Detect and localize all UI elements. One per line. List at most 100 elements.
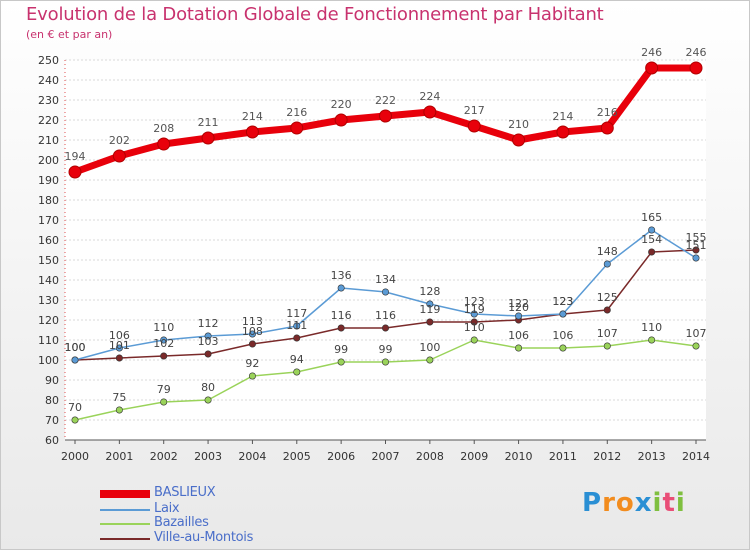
legend-swatch (100, 490, 150, 498)
x-tick-label: 2003 (194, 450, 222, 463)
data-label-ville-au-montois: 154 (641, 233, 662, 246)
data-label-baslieux: 211 (198, 116, 219, 129)
x-tick-label: 2002 (150, 450, 178, 463)
data-point-ville-au-montois (248, 340, 256, 348)
data-point-ville-au-montois (603, 306, 611, 314)
data-label-laix: 106 (109, 329, 130, 342)
data-point-bazailles (337, 358, 345, 366)
data-point-laix (293, 322, 301, 330)
data-label-baslieux: 194 (65, 150, 86, 163)
logo-letter: r (602, 488, 616, 518)
x-tick-label: 2014 (682, 450, 710, 463)
data-point-ville-au-montois (204, 350, 212, 358)
logo-letter: o (615, 488, 635, 518)
data-point-laix (381, 288, 389, 296)
data-point-baslieux (68, 165, 82, 179)
data-label-bazailles: 94 (290, 353, 304, 366)
data-point-bazailles (470, 336, 478, 344)
data-label-laix: 110 (153, 321, 174, 334)
data-label-baslieux: 216 (286, 106, 307, 119)
x-tick-label: 2007 (372, 450, 400, 463)
data-label-baslieux: 246 (641, 46, 662, 59)
data-label-ville-au-montois: 120 (508, 301, 529, 314)
x-tick-label: 2005 (283, 450, 311, 463)
y-tick-label: 240 (38, 74, 59, 87)
legend-label: Laix (154, 501, 180, 516)
logo-letter: i (652, 488, 663, 518)
data-point-ville-au-montois (381, 324, 389, 332)
chart-title: Evolution de la Dotation Globale de Fonc… (26, 4, 604, 25)
proxiti-logo: Proxiti (582, 488, 686, 518)
data-label-bazailles: 106 (552, 329, 573, 342)
data-label-bazailles: 75 (112, 391, 126, 404)
data-point-baslieux (245, 125, 259, 139)
data-point-baslieux (600, 121, 614, 135)
data-point-ville-au-montois (426, 318, 434, 326)
y-tick-label: 100 (38, 354, 59, 367)
data-point-baslieux (689, 61, 703, 75)
data-point-ville-au-montois (470, 318, 478, 326)
data-label-ville-au-montois: 102 (153, 337, 174, 350)
x-tick-label: 2012 (593, 450, 621, 463)
data-label-baslieux: 222 (375, 94, 396, 107)
data-label-laix: 123 (552, 295, 573, 308)
data-point-ville-au-montois (160, 352, 168, 360)
data-point-baslieux (157, 137, 171, 151)
data-point-bazailles (204, 396, 212, 404)
plot-area (65, 60, 706, 440)
data-point-bazailles (559, 344, 567, 352)
logo-letter: x (634, 488, 653, 518)
data-label-laix: 117 (286, 307, 307, 320)
legend-label: BASLIEUX (154, 485, 216, 500)
y-tick-label: 220 (38, 114, 59, 127)
line-chart: 60 70 80 90 100 110 120 130 140 150 160 170 180 190 20… (38, 46, 710, 463)
data-point-ville-au-montois (337, 324, 345, 332)
data-label-bazailles: 70 (68, 401, 82, 414)
data-point-laix (248, 330, 256, 338)
y-tick-label: 80 (45, 394, 59, 407)
data-label-laix: 128 (419, 285, 440, 298)
data-label-baslieux: 214 (242, 110, 263, 123)
data-point-bazailles (71, 416, 79, 424)
data-label-bazailles: 110 (641, 321, 662, 334)
data-point-laix (426, 300, 434, 308)
data-label-bazailles: 107 (686, 327, 707, 340)
y-tick-label: 110 (38, 334, 59, 347)
data-point-laix (160, 336, 168, 344)
legend-swatch (100, 509, 150, 511)
data-point-bazailles (603, 342, 611, 350)
data-point-baslieux (467, 119, 481, 133)
data-label-ville-au-montois: 100 (65, 341, 86, 354)
data-point-baslieux (290, 121, 304, 135)
data-label-bazailles: 79 (157, 383, 171, 396)
data-point-ville-au-montois (115, 354, 123, 362)
data-label-ville-au-montois: 101 (109, 339, 130, 352)
data-label-ville-au-montois: 119 (419, 303, 440, 316)
data-label-baslieux: 217 (464, 104, 485, 117)
data-label-baslieux: 214 (552, 110, 573, 123)
data-point-bazailles (160, 398, 168, 406)
data-label-ville-au-montois: 119 (464, 303, 485, 316)
data-label-ville-au-montois: 116 (375, 309, 396, 322)
data-label-baslieux: 210 (508, 118, 529, 131)
data-point-laix (648, 226, 656, 234)
y-tick-label: 70 (45, 414, 59, 427)
data-point-laix (692, 254, 700, 262)
x-tick-label: 2009 (460, 450, 488, 463)
x-tick-label: 2000 (61, 450, 89, 463)
legend-label: Ville-au-Montois (154, 530, 254, 545)
logo-letter: t (662, 488, 676, 518)
y-tick-label: 150 (38, 254, 59, 267)
data-label-bazailles: 107 (597, 327, 618, 340)
data-point-baslieux (423, 105, 437, 119)
legend-swatch (100, 538, 150, 540)
y-tick-label: 190 (38, 174, 59, 187)
x-tick-label: 2008 (416, 450, 444, 463)
data-point-laix (559, 310, 567, 318)
data-label-baslieux: 246 (686, 46, 707, 59)
data-point-bazailles (293, 368, 301, 376)
data-point-baslieux (512, 133, 526, 147)
data-label-ville-au-montois: 116 (331, 309, 352, 322)
data-label-ville-au-montois: 155 (686, 231, 707, 244)
data-label-baslieux: 202 (109, 134, 130, 147)
